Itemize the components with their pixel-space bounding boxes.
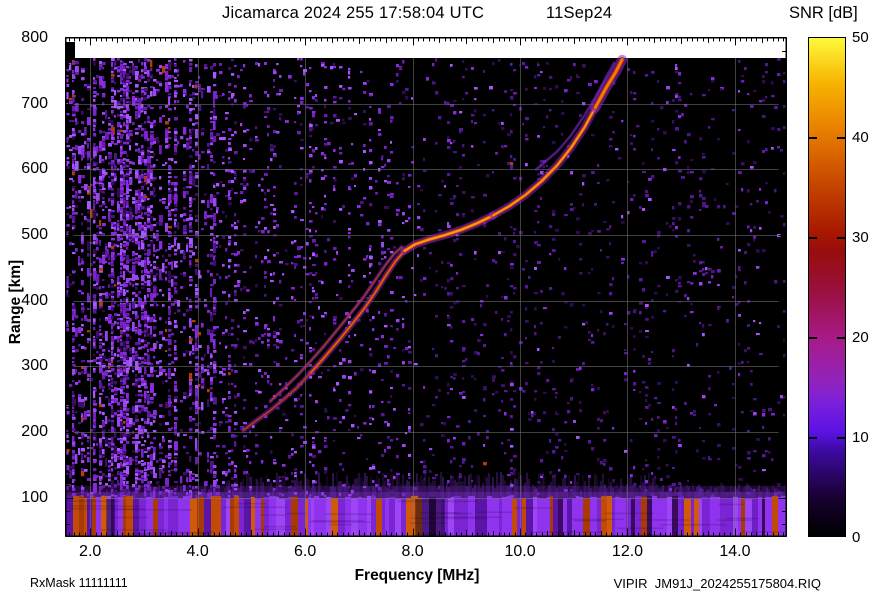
x-tick-label: 12.0	[611, 543, 644, 560]
y-tick-label: 200	[21, 423, 48, 441]
colorbar-tick-label: 50	[852, 29, 869, 46]
colorbar-dash	[809, 237, 817, 239]
y-tick-label: 500	[21, 226, 48, 244]
colorbar-dash	[809, 437, 817, 439]
footer-rxmask: RxMask 11111111	[30, 576, 128, 590]
y-tick-label: 800	[21, 29, 48, 46]
colorbar-tick-label: 10	[852, 429, 869, 446]
x-tick-label: 2.0	[79, 543, 102, 560]
colorbar-dash	[837, 237, 845, 239]
x-axis-title: Frequency [MHz]	[354, 567, 480, 584]
colorbar-tick-label: 30	[852, 229, 869, 246]
footer-file: VIPIR JM91J_2024255175804.RIQ	[613, 576, 821, 591]
colorbar-dash	[837, 137, 845, 139]
page-title: Jicamarca 2024 255 17:58:04 UTC	[222, 4, 485, 22]
ionogram-plot-canvas	[65, 37, 787, 537]
colorbar-title: SNR [dB]	[789, 4, 858, 22]
y-tick-label: 600	[21, 160, 48, 178]
x-tick-label: 14.0	[719, 543, 751, 560]
colorbar-dash	[837, 337, 845, 339]
colorbar-tick-label: 20	[852, 329, 869, 346]
x-tick-label: 8.0	[401, 543, 424, 560]
colorbar-tick-label: 0	[852, 529, 861, 546]
colorbar-dash	[837, 437, 845, 439]
colorbar-dash	[809, 337, 817, 339]
y-tick-label: 100	[21, 488, 48, 506]
date-label: 11Sep24	[546, 4, 613, 22]
colorbar	[808, 37, 846, 537]
y-tick-label: 700	[21, 94, 48, 112]
x-tick-label: 4.0	[186, 543, 209, 560]
y-tick-label: 300	[21, 357, 48, 375]
y-tick-label: 400	[21, 291, 48, 309]
x-tick-label: 10.0	[504, 543, 536, 560]
colorbar-tick-label: 40	[852, 129, 869, 146]
x-tick-label: 6.0	[293, 543, 317, 560]
colorbar-dash	[809, 137, 817, 139]
